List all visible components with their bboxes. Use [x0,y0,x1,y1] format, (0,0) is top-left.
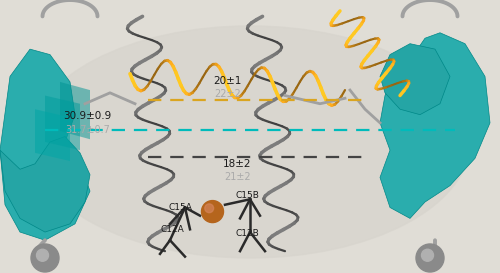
Text: 30.9±0.9: 30.9±0.9 [64,111,112,121]
Polygon shape [0,49,90,240]
Polygon shape [35,109,70,161]
Polygon shape [380,33,490,218]
Text: C15A: C15A [168,203,192,212]
Text: C12A: C12A [160,225,184,234]
Circle shape [205,204,214,213]
Circle shape [422,249,434,261]
Text: 18±2: 18±2 [223,159,252,169]
Circle shape [416,244,444,272]
Polygon shape [0,136,90,232]
Polygon shape [380,44,450,115]
Text: 31.7±0.7: 31.7±0.7 [65,125,110,135]
Text: C12B: C12B [236,229,260,238]
Polygon shape [60,82,90,139]
Ellipse shape [30,26,470,258]
Text: C15B: C15B [236,191,260,200]
Circle shape [202,201,224,222]
Text: 20±1: 20±1 [214,76,242,85]
Text: 21±2: 21±2 [224,173,251,182]
Circle shape [36,249,48,261]
Text: 22±2: 22±2 [214,89,241,99]
Circle shape [31,244,59,272]
Polygon shape [45,96,80,150]
